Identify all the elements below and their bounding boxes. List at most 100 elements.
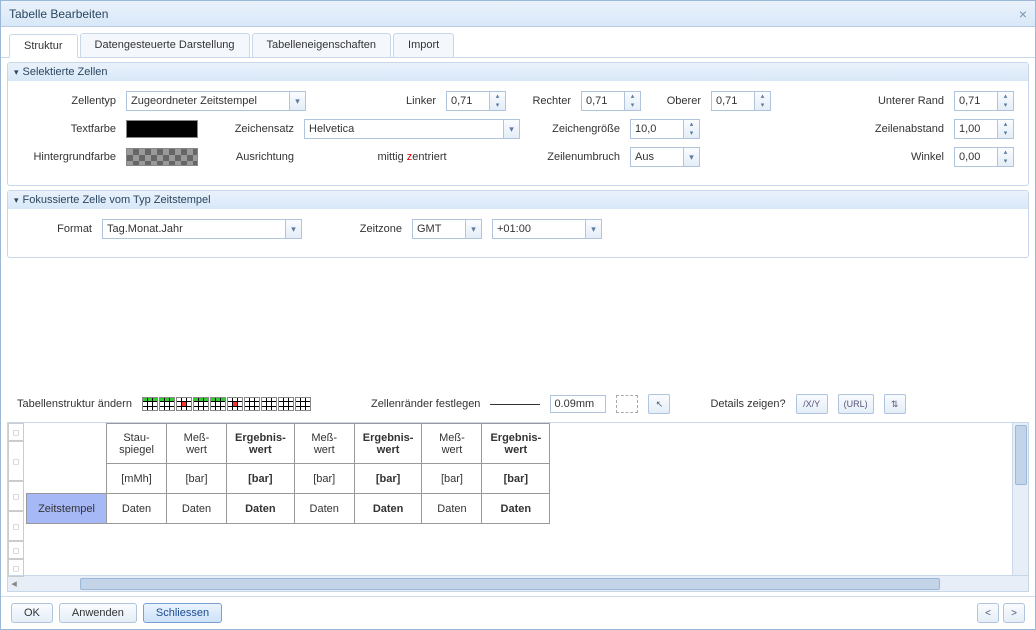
tab-import[interactable]: Import	[393, 33, 454, 57]
spinner-icon[interactable]	[997, 148, 1013, 166]
table-cell[interactable]: [bar]	[354, 464, 422, 494]
combo-zellentyp[interactable]: Zugeordneter Zeitstempel	[126, 91, 306, 111]
table-cell[interactable]: Ergebnis- wert	[482, 424, 550, 464]
label-winkel: Winkel	[854, 151, 944, 163]
label-hintergrundfarbe: Hintergrundfarbe	[22, 151, 116, 163]
grid-icon[interactable]	[227, 397, 243, 411]
grid-icon[interactable]	[295, 397, 311, 411]
table-cell[interactable]: [bar]	[167, 464, 227, 494]
scrollbar-thumb[interactable]	[1015, 425, 1027, 485]
input-zeichengroesse[interactable]: 10,0	[630, 119, 700, 139]
section-header-2[interactable]: ▾ Fokussierte Zelle vom Typ Zeitstempel	[8, 191, 1028, 209]
label-linker: Linker	[386, 95, 436, 107]
scrollbar-thumb[interactable]	[80, 578, 940, 590]
grid-icon[interactable]	[142, 397, 158, 411]
label-format: Format	[22, 223, 92, 235]
spinner-icon[interactable]	[489, 92, 505, 110]
spinner-icon[interactable]	[683, 120, 699, 138]
tab-struktur[interactable]: Struktur	[9, 34, 78, 58]
input-zeilenabstand[interactable]: 1,00	[954, 119, 1014, 139]
chevron-down-icon	[285, 220, 301, 238]
swatch-textfarbe[interactable]	[126, 120, 198, 138]
table-cell[interactable]	[27, 464, 107, 494]
row-handle[interactable]: ◻	[8, 511, 24, 541]
combo-zeilenumbruch[interactable]: Aus	[630, 147, 700, 167]
table-cell[interactable]: Daten	[107, 494, 167, 524]
grid-icon[interactable]	[159, 397, 175, 411]
dialog-title: Tabelle Bearbeiten	[9, 7, 108, 21]
input-border-size[interactable]: 0.09mm	[550, 395, 606, 413]
schliessen-button[interactable]: Schliessen	[143, 603, 222, 623]
tab-datengesteuert[interactable]: Datengesteuerte Darstellung	[80, 33, 250, 57]
alignment-display[interactable]: mittig zentriert	[304, 151, 520, 163]
anwenden-button[interactable]: Anwenden	[59, 603, 137, 623]
section-header-1[interactable]: ▾ Selektierte Zellen	[8, 63, 1028, 81]
spinner-icon[interactable]	[997, 120, 1013, 138]
label-zeichengroesse: Zeichengröße	[530, 123, 620, 135]
grid-icon[interactable]	[193, 397, 209, 411]
table-cell[interactable]: Meß- wert	[167, 424, 227, 464]
input-unterer[interactable]: 0,71	[954, 91, 1014, 111]
spinner-icon[interactable]	[754, 92, 770, 110]
table-cell[interactable]: Meß- wert	[422, 424, 482, 464]
spinner-icon[interactable]	[997, 92, 1013, 110]
table-cell[interactable]: Daten	[227, 494, 295, 524]
grid-icon[interactable]	[261, 397, 277, 411]
table-cell[interactable]: Zeitstempel	[27, 494, 107, 524]
table-cell[interactable]: Stau- spiegel	[107, 424, 167, 464]
combo-zeichensatz[interactable]: Helvetica	[304, 119, 520, 139]
grid-icon[interactable]	[244, 397, 260, 411]
table-cell[interactable]: Daten	[354, 494, 422, 524]
row-handle[interactable]: ◻	[8, 541, 24, 559]
combo-zeitzone-tz[interactable]: GMT	[412, 219, 482, 239]
table-cell[interactable]: Daten	[482, 494, 550, 524]
label-ausrichtung: Ausrichtung	[208, 151, 294, 163]
chevron-down-icon	[683, 148, 699, 166]
grid-icon[interactable]	[278, 397, 294, 411]
label-unterer: Unterer Rand	[854, 95, 944, 107]
close-icon[interactable]: ×	[1019, 6, 1027, 22]
table-cell[interactable]: Ergebnis- wert	[354, 424, 422, 464]
url-button[interactable]: (URL)	[838, 394, 874, 414]
spinner-icon[interactable]	[624, 92, 640, 110]
table-cell[interactable]: [bar]	[294, 464, 354, 494]
xy-button[interactable]: /X/Y	[796, 394, 828, 414]
table-cell[interactable]	[27, 424, 107, 464]
table-cell[interactable]: Ergebnis- wert	[227, 424, 295, 464]
combo-format[interactable]: Tag.Monat.Jahr	[102, 219, 302, 239]
input-winkel[interactable]: 0,00	[954, 147, 1014, 167]
ok-button[interactable]: OK	[11, 603, 53, 623]
table-cell[interactable]: Daten	[167, 494, 227, 524]
structure-toolbar: Tabellenstruktur ändern Zellenränder fes…	[7, 388, 1029, 420]
table-cell[interactable]: [bar]	[482, 464, 550, 494]
input-rechter[interactable]: 0,71	[581, 91, 641, 111]
table-cell[interactable]: [bar]	[422, 464, 482, 494]
border-style-icon[interactable]	[616, 395, 638, 413]
row-handle[interactable]: ◻	[8, 441, 24, 481]
cursor-icon[interactable]: ↖	[648, 394, 670, 414]
table-scroll[interactable]: ◻ ◻ ◻ ◻ ◻ ◻ Stau- spiegelMeß- wertErgebn…	[8, 423, 1028, 575]
prev-button[interactable]: <	[977, 603, 999, 623]
alignment-text: mittig	[377, 151, 406, 163]
tab-eigenschaften[interactable]: Tabelleneigenschaften	[252, 33, 391, 57]
grid-icon[interactable]	[176, 397, 192, 411]
row-handle[interactable]: ◻	[8, 481, 24, 511]
next-button[interactable]: >	[1003, 603, 1025, 623]
row-handle[interactable]: ◻	[8, 559, 24, 575]
sort-icon[interactable]: ⇅	[884, 394, 906, 414]
grid-icon[interactable]	[210, 397, 226, 411]
horizontal-scrollbar[interactable]: ◂	[8, 575, 1028, 591]
input-linker[interactable]: 0,71	[446, 91, 506, 111]
label-zellentyp: Zellentyp	[22, 95, 116, 107]
table-cell[interactable]: Meß- wert	[294, 424, 354, 464]
table-cell[interactable]: Daten	[422, 494, 482, 524]
footer: OK Anwenden Schliessen < >	[1, 596, 1035, 629]
swatch-hintergrundfarbe[interactable]	[126, 148, 198, 166]
table-cell[interactable]: Daten	[294, 494, 354, 524]
combo-zeitzone-offset[interactable]: +01:00	[492, 219, 602, 239]
table-cell[interactable]: [bar]	[227, 464, 295, 494]
table-cell[interactable]: [mMh]	[107, 464, 167, 494]
vertical-scrollbar[interactable]	[1012, 423, 1028, 575]
input-oberer[interactable]: 0,71	[711, 91, 771, 111]
row-handle[interactable]: ◻	[8, 423, 24, 441]
